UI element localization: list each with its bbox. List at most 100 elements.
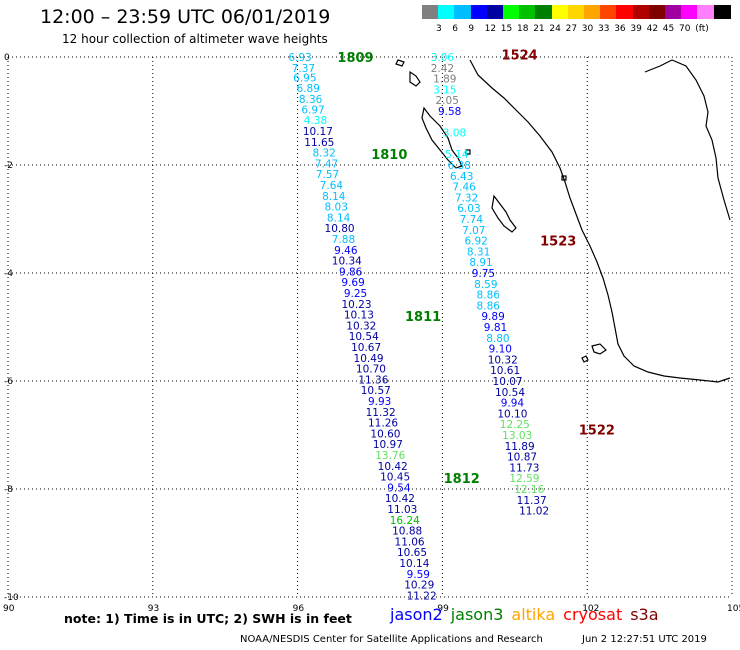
wave-height-value: 8.14	[322, 191, 346, 203]
wave-height-value: 2.42	[431, 63, 454, 75]
wave-height-value: 7.46	[452, 182, 476, 194]
wave-height-value: 10.10	[497, 408, 527, 420]
wave-height-value: 9.89	[481, 311, 504, 323]
coastline	[395, 59, 731, 383]
wave-height-value: 11.02	[519, 506, 549, 518]
legend-swatch	[519, 5, 537, 19]
pass-number-label: 1809	[337, 51, 373, 66]
wave-height-value: 10.87	[507, 452, 537, 464]
lat-tick-label: -4	[4, 269, 13, 279]
wave-height-value: 10.14	[399, 558, 429, 570]
wave-height-value: 7.32	[455, 192, 478, 204]
wave-height-value: 10.80	[325, 223, 355, 235]
legend-label: 42	[646, 24, 659, 34]
wave-height-value: 10.70	[356, 364, 386, 376]
wave-height-value: 11.03	[387, 504, 417, 516]
simeulue-island	[409, 70, 421, 87]
wave-height-value: 10.07	[493, 376, 523, 388]
wave-height-value: 10.13	[344, 310, 374, 322]
wave-height-value: 11.22	[407, 590, 437, 602]
wave-height-value: 9.93	[368, 396, 391, 408]
wave-height-value: 8.86	[477, 300, 501, 312]
enggano-island	[591, 343, 607, 355]
legend-label: 36	[614, 24, 626, 34]
wave-height-value: 3.08	[443, 128, 466, 140]
legend-label: 27	[565, 24, 578, 34]
generation-timestamp: Jun 2 12:27:51 UTC 2019	[582, 634, 707, 645]
wave-height-value: 10.54	[495, 387, 525, 399]
wave-height-value: 10.23	[341, 299, 371, 311]
wave-height-value: 6.95	[293, 73, 316, 85]
legend-label: 12	[484, 24, 497, 34]
wave-height-value: 7.74	[460, 214, 484, 226]
wave-height-value: 3.15	[433, 84, 456, 96]
legend-swatch	[454, 5, 472, 19]
wave-height-value: 10.61	[490, 365, 520, 377]
legend-label: 45	[662, 24, 675, 34]
pass-number-label: 1812	[444, 472, 480, 487]
wave-height-value: 9.46	[334, 245, 358, 257]
wave-height-value: 10.29	[404, 580, 434, 592]
legend-swatch	[503, 5, 520, 19]
legend-swatch	[648, 5, 666, 19]
sumatra-coastline	[469, 59, 731, 383]
wave-height-value: 8.36	[299, 94, 323, 106]
wave-height-value: 12.16	[514, 484, 544, 496]
wave-height-value: 6.92	[464, 236, 487, 248]
wave-height-value: 8.86	[477, 290, 501, 302]
wave-height-value: 11.65	[304, 137, 334, 149]
legend-swatch	[584, 5, 601, 19]
wave-height-value: 13.03	[502, 430, 532, 442]
legend-label: 30	[581, 24, 594, 34]
lon-tick-label: 93	[148, 604, 159, 614]
wave-height-value: 9.69	[341, 277, 364, 289]
small-island-3	[465, 149, 471, 155]
track-1809-1812: 6.937.376.956.898.366.974.3810.1711.658.…	[288, 52, 436, 602]
lon-tick-label: 105	[727, 604, 740, 614]
credit-line: NOAA/NESDIS Center for Satellite Applica…	[240, 634, 543, 645]
legend-swatch	[486, 5, 504, 19]
wave-height-value: 6.97	[301, 104, 324, 116]
legend-swatch	[438, 5, 456, 19]
legend-swatch	[470, 5, 488, 19]
wave-height-value: 10.60	[370, 428, 400, 440]
wave-height-value: 9.86	[339, 266, 363, 278]
small-island-1	[581, 355, 589, 363]
pass-labels: 1809 1810 1811 1812 1524 1523 1522	[337, 48, 615, 487]
wave-height-value: 8.32	[312, 148, 335, 160]
wave-height-value: 2.05	[436, 95, 459, 107]
legend-label: 21	[533, 24, 545, 34]
pass-number-label: 1810	[371, 148, 407, 163]
wave-height-value: 6.43	[450, 171, 473, 183]
legend-label: 15	[500, 24, 513, 34]
wave-height-value: 10.54	[349, 331, 379, 343]
nias-island	[421, 106, 463, 169]
wave-height-value: 8.14	[327, 212, 351, 224]
wave-height-value: 8.80	[486, 333, 509, 345]
lon-tick-label: 99	[437, 604, 449, 614]
small-island-2	[561, 175, 567, 181]
legend-swatch	[681, 5, 699, 19]
wave-height-value: 11.32	[366, 407, 396, 419]
wave-height-value: 10.32	[346, 320, 376, 332]
pass-number-label: 1524	[502, 48, 538, 63]
wave-height-value: 10.42	[385, 493, 415, 505]
map-grid: 0-2-4-6-8-1090939699102105	[3, 53, 740, 614]
wave-height-value: 11.73	[509, 462, 539, 474]
pass-number-label: 1523	[540, 235, 576, 250]
lat-tick-label: -10	[4, 593, 19, 603]
wave-height-value: 11.26	[368, 418, 398, 430]
wave-height-value: 11.06	[395, 536, 425, 548]
wave-height-value: 5.14	[445, 149, 469, 161]
footer-note: note: 1) Time is in UTC; 2) SWH is in fe…	[64, 611, 352, 626]
pass-number-label: 1811	[405, 310, 441, 325]
wave-height-value: 8.91	[469, 257, 492, 269]
wave-height-value: 9.25	[344, 288, 367, 300]
wave-height-value: 9.94	[501, 398, 525, 410]
wave-height-value: 8.03	[325, 202, 348, 214]
wave-height-value: 10.32	[488, 354, 518, 366]
legend-label: 24	[549, 24, 561, 34]
wave-height-value: 6.93	[288, 52, 311, 64]
small-island-4	[395, 59, 405, 67]
